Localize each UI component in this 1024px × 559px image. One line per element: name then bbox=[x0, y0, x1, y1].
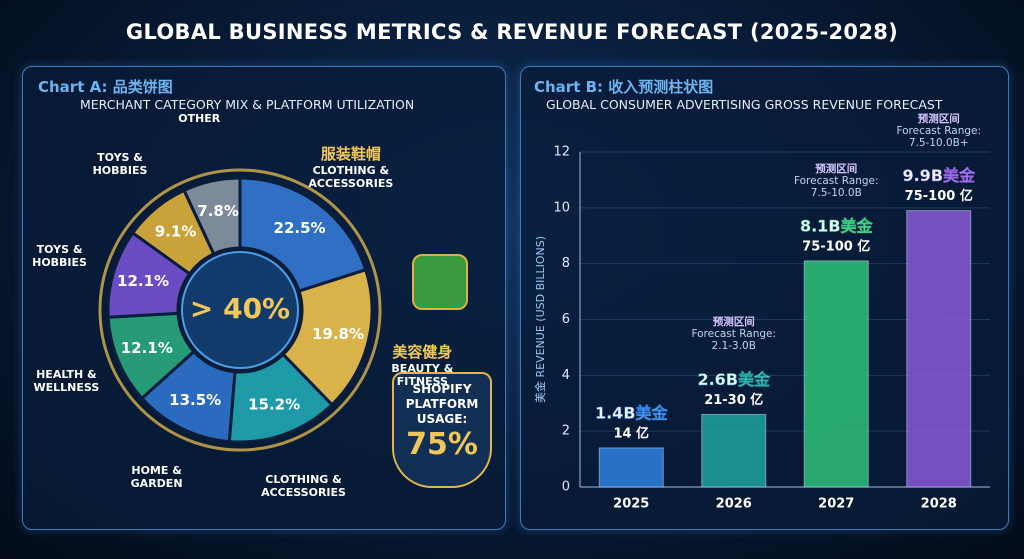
y-tick-label: 0 bbox=[562, 480, 570, 495]
annotation-title: 预测区间 bbox=[815, 162, 858, 175]
category-label-en: TOYS & HOBBIES bbox=[32, 243, 87, 270]
x-tick-label: 2025 bbox=[613, 497, 649, 512]
x-tick-label: 2027 bbox=[818, 497, 854, 512]
value-label: 8.1B美金 bbox=[800, 216, 874, 235]
value-label: 22.5% bbox=[274, 219, 326, 237]
category-label-en: OTHER bbox=[178, 112, 221, 126]
donut-segment bbox=[182, 176, 242, 256]
annotation-text: Forecast Range: 7.5-10.0B+ bbox=[896, 124, 982, 149]
bar bbox=[598, 447, 664, 488]
page-title: GLOBAL BUSINESS METRICS & REVENUE FORECA… bbox=[125, 20, 899, 44]
value-label: 15.2% bbox=[248, 396, 300, 414]
category-label-zh: 服装鞋帽 bbox=[320, 145, 381, 164]
category-label: TOYS & HOBBIES bbox=[68, 151, 172, 177]
category-label-en: TOYS & HOBBIES bbox=[92, 151, 148, 178]
chart-b-subtitle: GLOBAL CONSUMER ADVERTISING GROSS REVENU… bbox=[546, 97, 943, 112]
value-label: 12.1% bbox=[117, 272, 169, 290]
chart-b-title: Chart B: 收入预测柱状图 bbox=[534, 78, 714, 96]
shopify-icon bbox=[412, 254, 468, 310]
value-label-cny: 14 亿 bbox=[613, 425, 649, 441]
category-label-en: CLOTHING & ACCESSORIES bbox=[261, 472, 346, 499]
annotation: 预测区间 Forecast Range: 7.5-10.0B bbox=[784, 163, 888, 199]
y-tick-label: 12 bbox=[553, 145, 570, 160]
value-label: 7.8% bbox=[197, 202, 239, 220]
bar bbox=[701, 413, 767, 488]
badge-title: SHOPIFY PLATFORM USAGE: bbox=[405, 382, 479, 426]
annotation: 预测区间 Forecast Range: 2.1-3.0B bbox=[682, 316, 786, 352]
y-tick-label: 6 bbox=[562, 312, 570, 327]
category-label: HEALTH & WELLNESS bbox=[14, 368, 118, 394]
category-label: 服装鞋帽 CLOTHING & ACCESSORIES bbox=[299, 144, 403, 190]
y-tick-label: 8 bbox=[562, 256, 570, 271]
category-label-zh: 美容健身 bbox=[392, 342, 453, 361]
badge-value: 75% bbox=[406, 427, 478, 462]
donut-segment bbox=[238, 176, 368, 293]
annotation: 预测区间 Forecast Range: 7.5-10.0B+ bbox=[887, 113, 991, 149]
y-tick-label: 10 bbox=[553, 200, 570, 215]
y-tick-label: 4 bbox=[562, 368, 570, 383]
value-label: 12.1% bbox=[121, 339, 173, 357]
annotation-title: 预测区间 bbox=[917, 112, 960, 125]
annotation-text: Forecast Range: 7.5-10.0B bbox=[793, 174, 879, 199]
annotation-text: Forecast Range: 2.1-3.0B bbox=[691, 328, 777, 353]
bar bbox=[906, 210, 972, 488]
value-label-cny: 75-100 亿 bbox=[905, 188, 973, 204]
shopify-badge: SHOPIFY PLATFORM USAGE: 75% bbox=[392, 372, 492, 488]
value-label: 9.9B美金 bbox=[902, 166, 976, 185]
value-label: 13.5% bbox=[169, 391, 221, 409]
y-tick-label: 2 bbox=[562, 424, 570, 439]
category-label: 美容健身 BEAUTY & FITNESS bbox=[370, 342, 474, 388]
category-label: OTHER bbox=[147, 112, 251, 125]
x-tick-label: 2026 bbox=[716, 497, 752, 512]
chart-a-subtitle: MERCHANT CATEGORY MIX & PLATFORM UTILIZA… bbox=[80, 97, 415, 112]
donut-center bbox=[181, 251, 299, 369]
category-label-en: BEAUTY & FITNESS bbox=[391, 361, 454, 388]
donut-segment bbox=[281, 267, 374, 407]
center-label: > 40% bbox=[190, 292, 290, 325]
category-label: CLOTHING & ACCESSORIES bbox=[252, 473, 356, 499]
bar bbox=[803, 260, 869, 488]
value-label: 19.8% bbox=[312, 325, 364, 343]
category-label-en: HOME & GARDEN bbox=[130, 464, 183, 491]
annotation-title: 预测区间 bbox=[712, 316, 755, 329]
category-label: HOME & GARDEN bbox=[105, 464, 209, 490]
value-label: 1.4B美金 bbox=[595, 403, 669, 422]
category-label: TOYS & HOBBIES bbox=[8, 243, 112, 269]
chart-a-title: Chart A: 品类饼图 bbox=[38, 78, 173, 96]
value-label-cny: 75-100 亿 bbox=[802, 238, 870, 254]
y-axis-label: 美金 REVENUE (USD BILLIONS) bbox=[533, 236, 547, 403]
category-label-en: CLOTHING & ACCESSORIES bbox=[308, 164, 394, 191]
value-label-cny: 21-30 亿 bbox=[704, 392, 763, 408]
category-label-en: HEALTH & WELLNESS bbox=[33, 368, 100, 395]
donut-ring bbox=[98, 168, 382, 452]
x-tick-label: 2028 bbox=[921, 497, 957, 512]
value-label: 2.6B美金 bbox=[697, 370, 771, 389]
value-label: 9.1% bbox=[155, 223, 197, 241]
